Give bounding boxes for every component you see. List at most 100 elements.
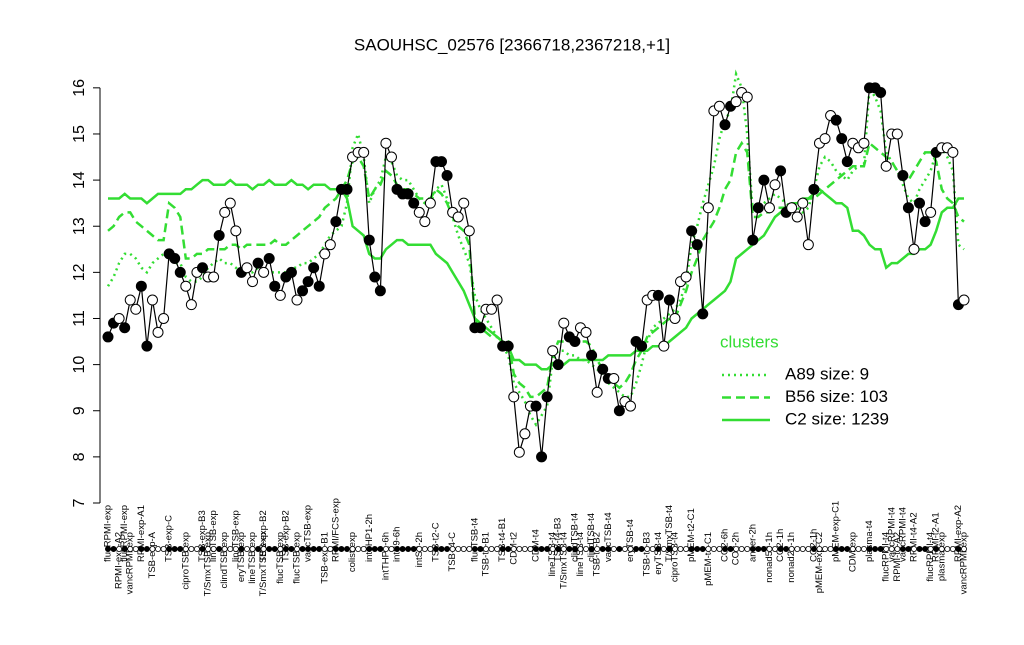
rug-point [855,546,862,553]
x-label-bottom: clindTSB-t4 [586,513,597,562]
rug-point [588,546,595,553]
data-point [269,280,281,292]
data-point [452,211,464,223]
rug-point [305,546,312,553]
data-point [752,202,764,214]
rug-point [961,546,968,553]
data-point [958,294,970,306]
data-point [536,451,548,463]
data-point [263,253,275,265]
rug-point [227,546,234,553]
data-point [586,349,598,361]
rug-point [721,546,728,553]
x-label-bottom: TSB-exp-B3 [197,510,208,562]
x-label-top: RPMI-t4-A2 [892,532,903,582]
x-label-bottom: CO2-6h [720,529,731,562]
data-point [741,91,753,103]
rug-point [738,546,745,553]
rug-point [827,546,834,553]
data-point [380,137,392,149]
rug-point [116,546,123,553]
x-label-top: flucRPMI-t4 [881,532,892,582]
data-point [819,133,831,145]
rug-point [916,546,923,553]
data-point [880,160,892,172]
rug-point [266,546,273,553]
x-label-top: eryTSB-t4 [653,532,664,575]
data-point [658,340,670,352]
cluster-line [106,69,965,428]
rug-point [671,546,678,553]
rug-point [388,546,395,553]
rug-point [243,546,250,553]
data-point [591,386,603,398]
data-point [613,405,625,417]
x-label-top: plasma-exp [936,532,947,581]
data-point [208,271,220,283]
rug-point [605,546,612,553]
rug-point [866,546,873,553]
rug-point [699,546,706,553]
rug-point [338,546,345,553]
x-label-bottom: RPMI-exp-A2 [953,505,964,562]
data-point [791,211,803,223]
rug-point [955,546,962,553]
rug-point [138,546,145,553]
rug-point [405,546,412,553]
rug-point [755,546,762,553]
data-point [124,294,136,306]
legend-title: clusters [720,332,779,351]
rug-point [644,546,651,553]
data-point [180,280,192,292]
rug-point [633,546,640,553]
rug-point [127,546,134,553]
data-point [169,253,181,265]
x-label-bottom: vancTSB-t4 [603,512,614,562]
x-label-top: lineTSB-t4 [575,532,586,576]
rug-point [149,546,156,553]
data-point [413,206,425,218]
data-point [302,276,314,288]
data-point [636,340,648,352]
rug-point [527,546,534,553]
rug-point [121,546,128,553]
data-point [897,169,909,181]
data-point [530,400,542,412]
rug-point [549,546,556,553]
data-point [552,359,564,371]
rug-point [143,546,150,553]
rug-point [105,546,112,553]
data-point [763,202,775,214]
y-tick-label: 8 [71,452,88,461]
data-point [113,312,125,324]
rug-point [438,546,445,553]
rug-point [571,546,578,553]
data-point [608,372,620,384]
rug-point [355,546,362,553]
data-point [374,285,386,297]
data-point [474,322,486,334]
data-point [902,202,914,214]
x-label-top: flucRPMI-t4 [925,532,936,582]
cluster-line [107,140,965,399]
x-label-top: flucTSB-exp [292,532,303,584]
rug-point [599,546,606,553]
rug-point [594,546,601,553]
data-point [691,239,703,251]
data-point [285,266,297,278]
data-point [241,262,253,274]
data-point [308,262,320,274]
x-label-bottom: plasma-t4 [864,520,875,562]
y-tick-label: 11 [71,310,88,327]
x-label-bottom: TSB-t4-B1 [497,518,508,562]
data-point [291,294,303,306]
y-tick-label: 16 [71,79,88,97]
rug-point [922,546,929,553]
data-point [341,183,353,195]
data-point [797,197,809,209]
rug-point [577,546,584,553]
y-tick-label: 13 [71,217,88,235]
x-label-top: flucTSB-exp [275,532,286,584]
rug-point [249,546,256,553]
x-label-bottom: intTHP1-2h [364,514,375,562]
